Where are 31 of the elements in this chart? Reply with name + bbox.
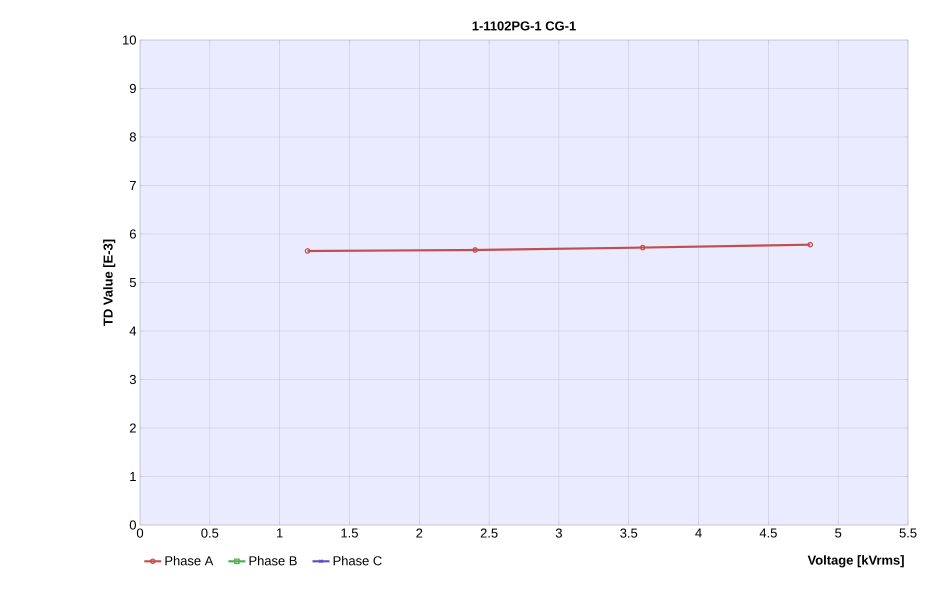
x-tick-label: 4 bbox=[695, 528, 702, 538]
y-tick-label: 5 bbox=[130, 278, 136, 288]
legend-label: Phase A bbox=[165, 556, 214, 566]
y-tick-label: 2 bbox=[130, 423, 136, 433]
x-tick-label: 2 bbox=[416, 528, 422, 538]
x-tick-label: 3.5 bbox=[620, 528, 638, 538]
y-tick-label: 10 bbox=[123, 35, 136, 45]
y-tick-label: 3 bbox=[130, 374, 136, 384]
point bbox=[472, 247, 478, 253]
legend-label: Phase B bbox=[250, 556, 297, 566]
chart-title: 1-1102PG-1 CG-1 bbox=[472, 21, 576, 30]
x-tick-label: 0 bbox=[136, 528, 144, 538]
x-tick-label: 2.5 bbox=[480, 528, 498, 538]
x-tick-label: 1.5 bbox=[341, 528, 358, 538]
point bbox=[640, 244, 646, 250]
y-tick-label: 0 bbox=[130, 520, 136, 530]
x-tick-label: 1 bbox=[277, 528, 283, 538]
x-tick-label: 0.5 bbox=[201, 528, 218, 538]
legend-label: Phase C bbox=[334, 556, 382, 566]
y-tick-label: 8 bbox=[130, 132, 136, 142]
x-tick-label: 5.5 bbox=[900, 528, 916, 538]
y-tick-label: 1 bbox=[130, 472, 136, 481]
x-tick-label: 3 bbox=[556, 528, 562, 538]
x-tick-label: 5 bbox=[835, 528, 842, 538]
y-tick-label: 4 bbox=[130, 326, 136, 336]
x-axis-title: Voltage [kVrms] bbox=[808, 555, 904, 568]
y-tick-label: 6 bbox=[130, 229, 136, 239]
y-tick-label: 9 bbox=[130, 84, 136, 94]
y-axis-title: TD Value [E-3] bbox=[103, 240, 116, 326]
x-tick-label: 4.5 bbox=[760, 528, 777, 538]
y-tick-label: 7 bbox=[130, 181, 136, 190]
